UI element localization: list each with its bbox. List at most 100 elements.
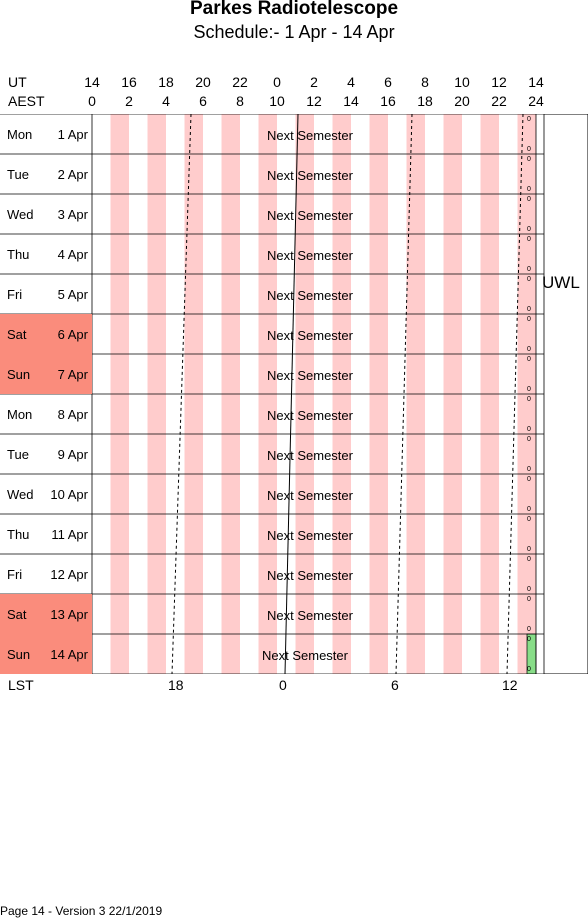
day-date: 2 Apr (57, 167, 88, 182)
ut-tick: 0 (273, 74, 281, 90)
slot-marker: 0 (527, 546, 531, 553)
day-name: Wed (7, 207, 34, 222)
slot-marker: 0 (527, 186, 531, 193)
slot-marker: 0 (527, 266, 531, 273)
ut-tick: 22 (232, 74, 248, 90)
day-date: 6 Apr (57, 327, 88, 342)
aest-tick: 16 (380, 93, 396, 109)
day-date: 5 Apr (57, 287, 88, 302)
day-label-cell: Tue 2 Apr (0, 154, 92, 194)
schedule-entry[interactable]: Next Semester (267, 488, 353, 503)
aest-tick: 2 (125, 93, 133, 109)
slot-marker: 0 (527, 636, 531, 643)
slot-marker: 0 (527, 476, 531, 483)
slot-marker: 0 (527, 356, 531, 363)
aest-tick: 12 (306, 93, 322, 109)
slot-marker: 0 (527, 556, 531, 563)
day-name: Sat (7, 607, 27, 622)
day-label-cell: Wed 10 Apr (0, 474, 92, 514)
aest-label: AEST (8, 93, 45, 109)
day-date: 12 Apr (50, 567, 88, 582)
aest-tick: 4 (162, 93, 170, 109)
day-date: 7 Apr (57, 367, 88, 382)
aest-tick: 18 (417, 93, 433, 109)
slot-marker: 0 (527, 276, 531, 283)
schedule-entry[interactable]: Next Semester (267, 608, 353, 623)
schedule-entry[interactable]: Next Semester (267, 568, 353, 583)
lst-0-line (284, 114, 299, 674)
day-name: Fri (7, 287, 23, 302)
ut-tick: 14 (528, 74, 544, 90)
day-name: Sat (7, 327, 27, 342)
schedule-entry[interactable]: Next Semester (262, 648, 348, 663)
ut-tick: 14 (84, 74, 100, 90)
day-name: Sun (7, 367, 31, 382)
day-label-cell: Sun 14 Apr (0, 634, 92, 674)
day-name: Tue (7, 167, 29, 182)
day-name: Wed (7, 487, 34, 502)
day-label-cell: Thu 11 Apr (0, 514, 92, 554)
schedule-entry[interactable]: Next Semester (267, 528, 353, 543)
ut-tick: 2 (310, 74, 318, 90)
day-name: Mon (7, 127, 33, 142)
schedule-entry[interactable]: Next Semester (267, 448, 353, 463)
schedule-entry[interactable]: Next Semester (267, 368, 353, 383)
lst-tick: 6 (391, 677, 399, 693)
day-label-cell: Sat 6 Apr (0, 314, 92, 354)
ut-tick: 4 (347, 74, 355, 90)
aest-tick: 0 (88, 93, 96, 109)
lst-tick: 18 (168, 677, 184, 693)
slot-marker: 0 (527, 196, 531, 203)
schedule-entry[interactable]: Next Semester (267, 128, 353, 143)
ut-label: UT (8, 74, 27, 90)
slot-marker: 0 (527, 346, 531, 353)
slot-marker: 0 (527, 386, 531, 393)
day-name: Tue (7, 447, 29, 462)
schedule-entry[interactable]: Next Semester (267, 248, 353, 263)
day-date: 9 Apr (57, 447, 88, 462)
slot-marker: 0 (527, 236, 531, 243)
slot-marker: 0 (527, 436, 531, 443)
schedule-entry[interactable]: Next Semester (267, 328, 353, 343)
day-name: Mon (7, 407, 33, 422)
aest-tick: 10 (269, 93, 285, 109)
schedule-entry[interactable]: Next Semester (267, 288, 353, 303)
ut-tick: 6 (384, 74, 392, 90)
slot-marker: 0 (527, 666, 531, 673)
ut-tick: 20 (195, 74, 211, 90)
schedule-entry[interactable]: Next Semester (267, 168, 353, 183)
day-name: Thu (7, 527, 30, 542)
slot-marker: 0 (527, 426, 531, 433)
slot-marker: 0 (527, 586, 531, 593)
lst-tick: 0 (279, 677, 287, 693)
schedule-title: Parkes Radiotelescope (189, 0, 399, 19)
receiver-label: UWL (542, 273, 580, 292)
aest-tick: 20 (454, 93, 470, 109)
aest-tick: 8 (236, 93, 244, 109)
ut-tick: 16 (121, 74, 137, 90)
slot-marker: 0 (527, 466, 531, 473)
lst-label: LST (8, 677, 34, 693)
ut-tick: 18 (158, 74, 174, 90)
slot-marker: 0 (527, 506, 531, 513)
day-label-cell: Thu 4 Apr (0, 234, 92, 274)
slot-marker: 0 (527, 226, 531, 233)
day-date: 4 Apr (57, 247, 88, 262)
schedule-entry[interactable]: Next Semester (267, 408, 353, 423)
day-label-cell: Mon 8 Apr (0, 394, 92, 434)
day-date: 3 Apr (57, 207, 88, 222)
slot-marker: 0 (527, 626, 531, 633)
aest-tick: 22 (491, 93, 507, 109)
slot-marker: 0 (527, 316, 531, 323)
aest-tick: 6 (199, 93, 207, 109)
schedule-entry[interactable]: Next Semester (267, 208, 353, 223)
day-label-cell: Fri 12 Apr (0, 554, 92, 594)
ut-tick: 8 (421, 74, 429, 90)
day-date: 10 Apr (50, 487, 88, 502)
day-date: 11 Apr (51, 527, 88, 542)
schedule-subtitle: Schedule:- 1 Apr - 14 Apr (193, 22, 395, 42)
lst-tick: 12 (502, 677, 518, 693)
day-name: Sun (7, 647, 31, 662)
day-date: 1 Apr (57, 127, 88, 142)
slot-marker: 0 (527, 396, 531, 403)
